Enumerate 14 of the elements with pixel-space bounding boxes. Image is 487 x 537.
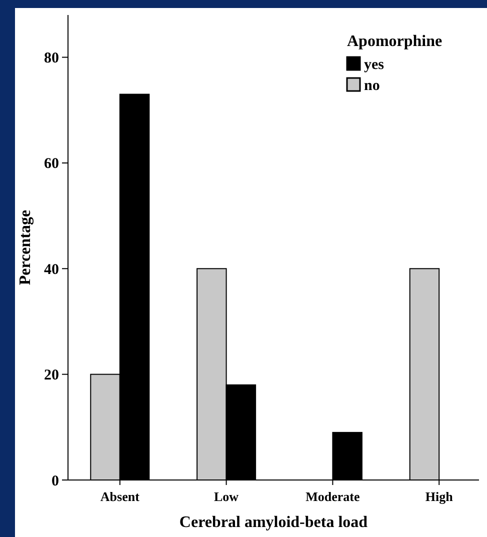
legend-label: yes [364,57,384,73]
legend-label: no [364,78,380,94]
y-tick-label: 40 [44,262,59,278]
y-axis-title: Percentage [17,210,34,286]
y-tick-label: 0 [52,473,59,490]
x-axis-title: Cerebral amyloid-beta load [179,514,368,531]
y-tick-label: 20 [44,368,59,384]
x-tick-label: Absent [100,489,140,504]
y-tick-label: 60 [44,156,59,172]
y-tick-label: 80 [44,50,59,67]
x-tick-label: Low [214,489,240,504]
x-tick-label: Moderate [306,489,360,504]
x-tick-label: High [425,489,454,504]
legend-title: Apomorphine [347,33,442,50]
